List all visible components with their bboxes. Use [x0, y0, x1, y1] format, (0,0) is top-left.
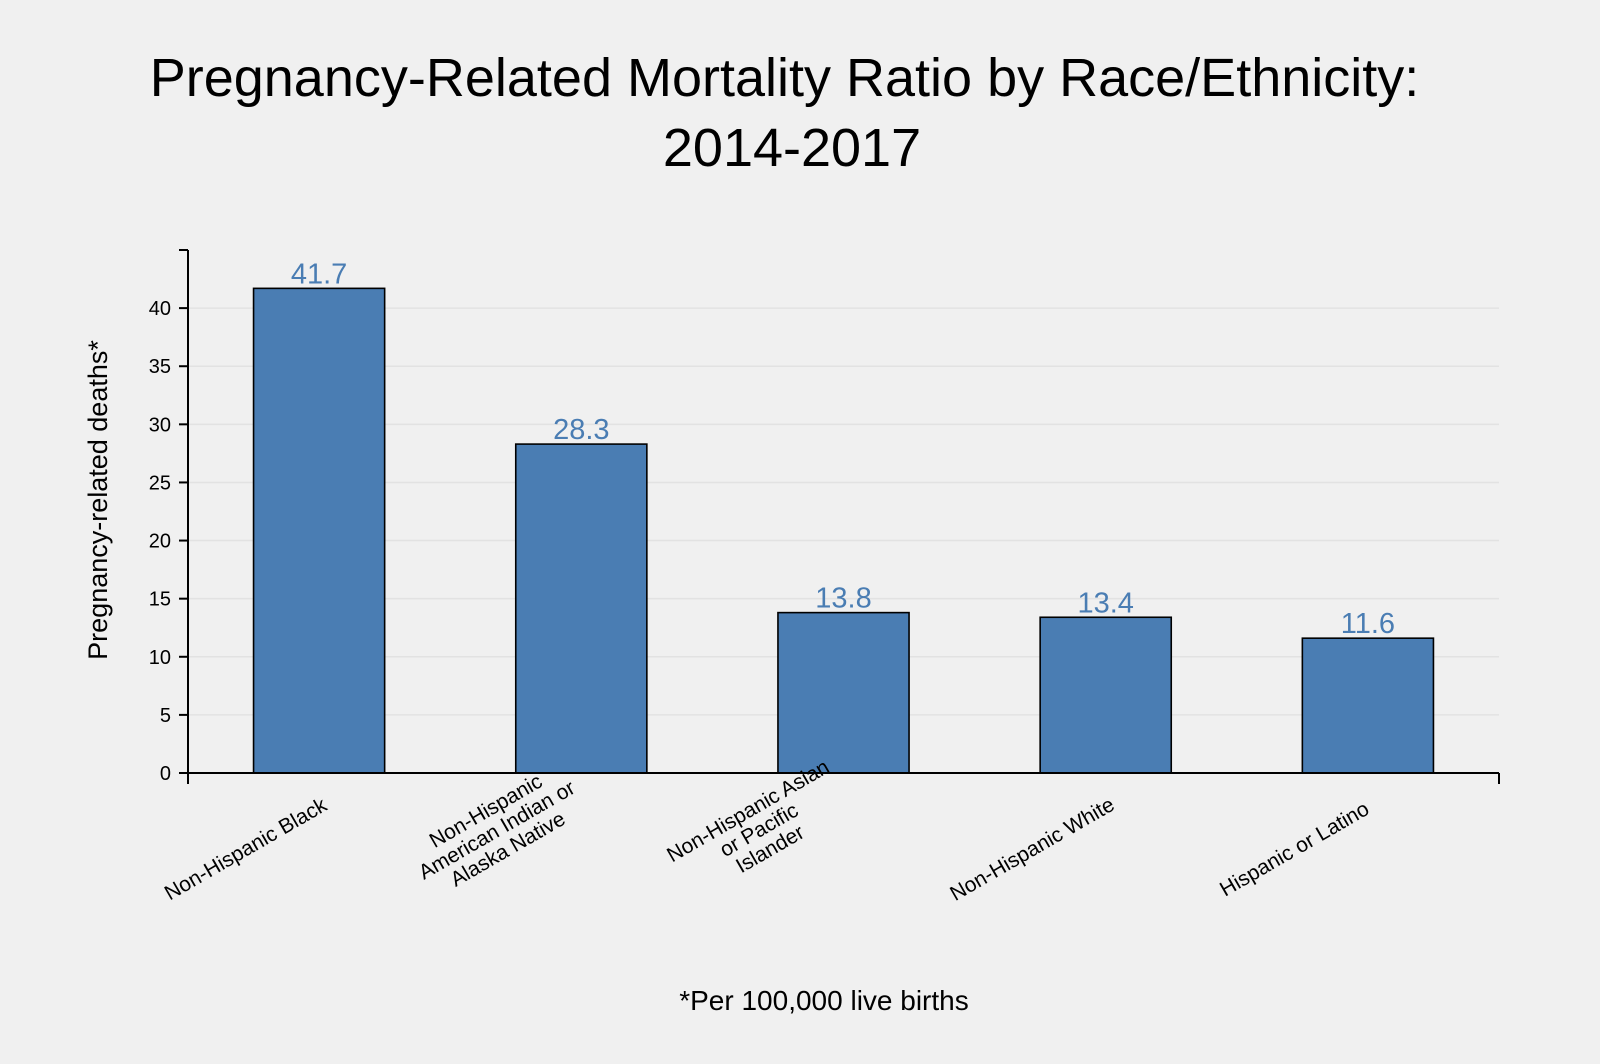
- bar: [514, 443, 648, 774]
- bar-value-label: 13.8: [815, 583, 871, 615]
- category-labels: Non-Hispanic Black Non-HispanicAmerican I…: [161, 755, 1373, 905]
- category-label: Hispanic or Latino: [1216, 797, 1373, 901]
- footnote: *Per 100,000 live births: [679, 985, 969, 1016]
- gridlines: [188, 307, 1499, 716]
- y-tick-label: 30: [149, 414, 171, 436]
- bar-value-label: 28.3: [553, 414, 609, 446]
- category-label-line: Non-Hispanic Black: [161, 793, 332, 905]
- bar: [1039, 616, 1173, 774]
- bar: [252, 287, 386, 774]
- y-axis-label: Pregnancy-related deaths*: [83, 340, 113, 660]
- y-tick-label: 35: [149, 356, 171, 378]
- y-tick-label: 0: [160, 763, 171, 785]
- chart-title-line-2: 2014-2017: [663, 118, 921, 178]
- y-tick-label: 15: [149, 589, 171, 611]
- bar: [1301, 637, 1435, 774]
- category-label-line: Non-Hispanic White: [946, 793, 1118, 906]
- category-label: Non-Hispanic Black: [161, 793, 332, 905]
- y-tick-label: 40: [149, 298, 171, 320]
- bars: [252, 287, 1435, 774]
- y-axis: 0 5 10 15 20 25 30 35 40: [149, 249, 189, 785]
- category-label: Non-HispanicAmerican Indian orAlaska Nat…: [404, 757, 590, 903]
- chart-title-line-1: Pregnancy-Related Mortality Ratio by Rac…: [150, 48, 1420, 108]
- bar-value-label: 13.4: [1077, 587, 1133, 619]
- category-label-line: Hispanic or Latino: [1216, 797, 1373, 901]
- bar-value-label: 11.6: [1341, 608, 1395, 640]
- value-labels: 41.7 28.3 13.8 13.4 11.6: [291, 258, 1395, 640]
- bar-value-label: 41.7: [291, 258, 347, 290]
- chart-title: Pregnancy-Related Mortality Ratio by Rac…: [150, 48, 1435, 178]
- y-tick-label: 20: [149, 531, 171, 553]
- category-label: Non-Hispanic Asianor PacificIslander: [663, 755, 855, 905]
- category-label: Non-Hispanic White: [946, 793, 1118, 906]
- x-axis: [187, 772, 1500, 784]
- y-tick-label: 5: [160, 705, 171, 727]
- y-tick-label: 10: [149, 647, 171, 669]
- y-tick-label: 25: [149, 472, 171, 494]
- bar: [777, 611, 910, 774]
